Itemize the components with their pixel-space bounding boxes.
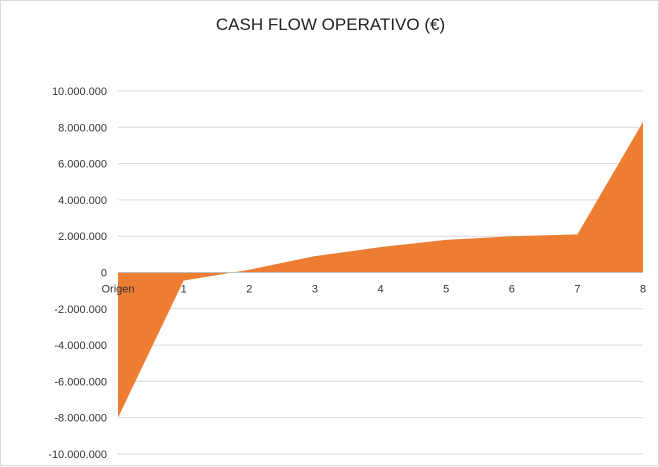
y-tick-label: 6.000.000 — [58, 159, 107, 171]
y-tick-label: -6.000.000 — [54, 376, 107, 388]
y-axis-ticks: 10.000.000 8.000.000 6.000.000 4.000.000 2.0… — [48, 86, 107, 461]
x-tick-label: 5 — [443, 284, 449, 296]
y-tick-label: 2.000.000 — [58, 231, 107, 243]
grid-lines — [118, 90, 643, 455]
x-tick-label: 8 — [640, 284, 646, 296]
x-tick-label: 1 — [181, 284, 187, 296]
x-tick-label: 6 — [509, 284, 515, 296]
chart-title: CASH FLOW OPERATIVO (€) — [215, 15, 446, 34]
x-tick-label: Origen — [101, 284, 134, 296]
x-axis-ticks: Origen 1 2 3 4 5 6 7 8 — [101, 284, 646, 296]
x-tick-label: 2 — [246, 284, 252, 296]
x-tick-label: 4 — [377, 284, 383, 296]
cash-flow-area — [118, 121, 643, 418]
y-tick-label: 10.000.000 — [52, 86, 107, 98]
x-tick-label: 3 — [312, 284, 318, 296]
y-tick-label: -8.000.000 — [54, 413, 107, 425]
y-tick-label: 0 — [101, 268, 107, 280]
y-tick-label: -10.000.000 — [48, 449, 107, 461]
y-tick-label: 8.000.000 — [58, 122, 107, 134]
x-tick-label: 7 — [574, 284, 580, 296]
area-series — [118, 121, 643, 418]
y-tick-label: -4.000.000 — [54, 340, 107, 352]
y-tick-label: 4.000.000 — [58, 195, 107, 207]
y-tick-label: -2.000.000 — [54, 304, 107, 316]
